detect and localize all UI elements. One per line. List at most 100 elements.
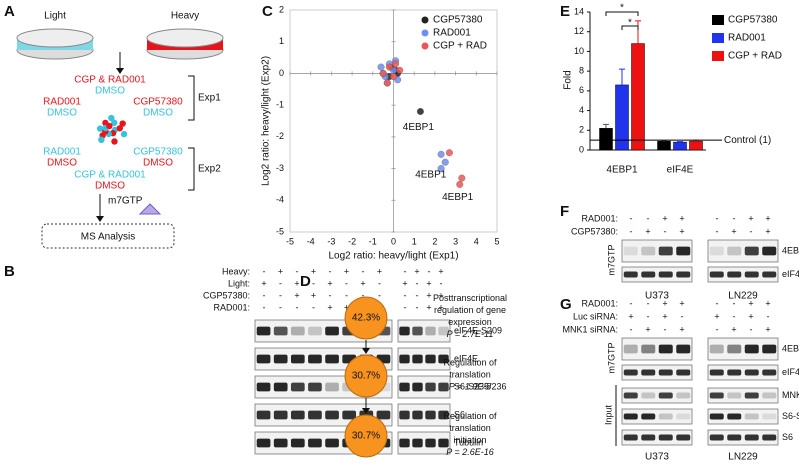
y-tick-label: -3: [276, 163, 284, 173]
band: [425, 326, 436, 336]
band: [676, 246, 691, 256]
condition: RAD001: [43, 97, 81, 108]
sign: +: [679, 213, 684, 223]
sign: +: [327, 278, 332, 288]
sign: -: [345, 278, 348, 288]
annotation: 4EBP1: [442, 192, 474, 203]
condition-label: Luc siRNA:: [573, 311, 618, 321]
exp-label: Exp2: [198, 164, 221, 175]
significance: *: [628, 18, 632, 29]
sign: +: [426, 278, 431, 288]
dish-label: Heavy: [171, 11, 199, 22]
blot: [707, 429, 779, 446]
band: [623, 271, 638, 278]
sign: -: [329, 290, 332, 300]
blot: [621, 429, 693, 446]
protein-dot: [111, 138, 118, 145]
sign: +: [377, 266, 382, 276]
band: [676, 271, 691, 278]
band-label: Tubulin: [454, 437, 483, 447]
sign: +: [327, 302, 332, 312]
error-bar: [635, 20, 641, 44]
node-label: translation: [449, 423, 491, 433]
band: [727, 271, 742, 278]
annotation: 4EBP1: [415, 170, 447, 181]
band: [273, 410, 288, 420]
error-bar: [619, 68, 625, 85]
sign: +: [714, 311, 719, 321]
blot: [397, 375, 451, 399]
significance: *: [620, 3, 624, 14]
band: [676, 434, 691, 441]
band: [308, 382, 322, 392]
band: [273, 326, 288, 336]
protein-dot: [111, 119, 118, 126]
bracket: [188, 147, 195, 191]
sign: -: [733, 311, 736, 321]
bar: [689, 140, 703, 151]
blot: [397, 431, 451, 455]
point: [445, 149, 453, 157]
sign: -: [263, 290, 266, 300]
band: [744, 434, 759, 441]
band: [762, 369, 777, 376]
sign: +: [748, 213, 753, 223]
sign: +: [645, 226, 650, 236]
panel-letter: F: [560, 203, 569, 220]
node-percent: 30.7%: [352, 371, 380, 382]
blot: [621, 337, 693, 361]
band: [623, 344, 638, 354]
band: [727, 413, 742, 420]
cell-line: U373: [645, 452, 669, 463]
sign: -: [378, 278, 381, 288]
bar: [599, 128, 613, 151]
x-tick-label: -1: [369, 236, 377, 246]
condition: RAD001: [43, 147, 81, 158]
condition: CGP57380: [133, 97, 183, 108]
band: [412, 354, 423, 364]
band: [399, 354, 410, 364]
sign: -: [378, 290, 381, 300]
sign: -: [279, 302, 282, 312]
reference-label: Control (1): [724, 135, 771, 146]
band: [412, 326, 423, 336]
sign: +: [261, 278, 266, 288]
sign: +: [748, 311, 753, 321]
sign: +: [679, 324, 684, 334]
sign: -: [362, 266, 365, 276]
x-tick-label: 3: [453, 236, 458, 246]
y-tick-label: 8: [579, 66, 584, 76]
node-label: expression: [448, 317, 492, 327]
band: [290, 326, 305, 336]
sign: -: [329, 266, 332, 276]
sign: +: [628, 311, 633, 321]
band: [709, 413, 724, 420]
band: [641, 413, 656, 420]
node: [344, 354, 388, 398]
sign: -: [630, 298, 633, 308]
band: [308, 438, 322, 448]
panel-letter: A: [4, 3, 15, 20]
condition: DMSO: [143, 158, 173, 169]
band: [325, 438, 339, 448]
bar: [631, 43, 645, 151]
arrow-head: [362, 408, 370, 414]
sign: +: [662, 298, 667, 308]
sign: -: [647, 311, 650, 321]
sign: -: [630, 226, 633, 236]
protein-dot: [116, 125, 123, 132]
protein-dot: [120, 130, 128, 138]
annotation: 4EBP1: [403, 122, 435, 133]
y-tick-label: 10: [574, 46, 584, 56]
sign: +: [765, 213, 770, 223]
sign: -: [312, 302, 315, 312]
band: [623, 369, 638, 376]
condition: DMSO: [47, 158, 77, 169]
band: [399, 438, 410, 448]
x-tick-label: 2: [432, 236, 437, 246]
y-tick-label: 0: [279, 68, 284, 78]
band: [641, 434, 656, 441]
blot: [397, 319, 451, 343]
sign: +: [645, 324, 650, 334]
